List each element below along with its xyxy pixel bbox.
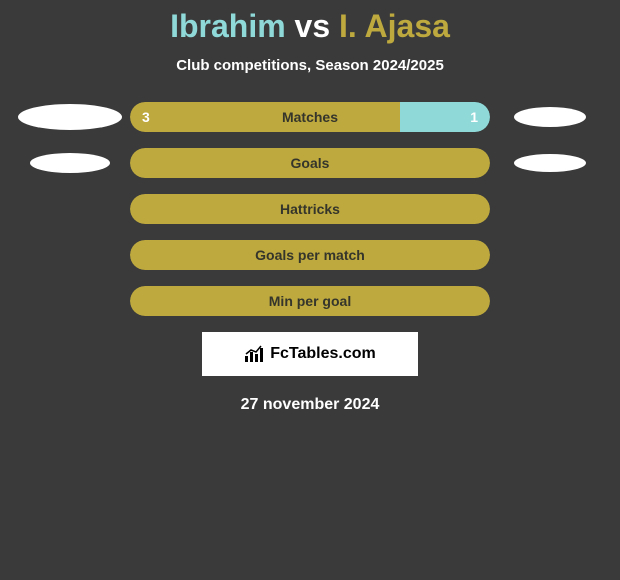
left-side (10, 104, 130, 130)
stat-label: Matches (130, 102, 490, 132)
stat-bar: Goals per match (130, 240, 490, 270)
fctables-logo: FcTables.com (244, 345, 376, 363)
logo-box: FcTables.com (202, 332, 418, 376)
chart-icon (244, 345, 266, 363)
vs-text: vs (295, 8, 331, 44)
subtitle: Club competitions, Season 2024/2025 (0, 57, 620, 74)
stat-row: Goals per match (10, 240, 610, 270)
stat-label: Min per goal (130, 286, 490, 316)
player2-ellipse (514, 154, 586, 172)
logo-text: FcTables.com (270, 345, 376, 363)
stat-label: Goals per match (130, 240, 490, 270)
stat-bar: Matches3 1 (130, 102, 490, 132)
header: Ibrahim vs I. Ajasa Club competitions, S… (0, 0, 620, 74)
stat-label: Goals (130, 148, 490, 178)
stat-bar: Min per goal (130, 286, 490, 316)
stat-row: Min per goal (10, 286, 610, 316)
stat-row: Hattricks (10, 194, 610, 224)
stat-row: Matches3 1 (10, 102, 610, 132)
right-side (490, 154, 610, 172)
player1-ellipse (18, 104, 122, 130)
stat-value-left: 3 (142, 102, 150, 132)
left-side (10, 153, 130, 173)
player1-name: Ibrahim (170, 8, 286, 44)
comparison-title: Ibrahim vs I. Ajasa (0, 8, 620, 45)
date-label: 27 november 2024 (0, 396, 620, 414)
player2-name: I. Ajasa (339, 8, 450, 44)
stat-row: Goals (10, 148, 610, 178)
player2-ellipse (514, 107, 586, 127)
comparison-chart: Matches3 1 Goals Hattricks Goals per match Mi… (0, 102, 620, 316)
player1-ellipse (30, 153, 110, 173)
stat-bar: Hattricks (130, 194, 490, 224)
stat-value-right: 1 (470, 102, 478, 132)
stat-bar: Goals (130, 148, 490, 178)
stat-label: Hattricks (130, 194, 490, 224)
right-side (490, 107, 610, 127)
